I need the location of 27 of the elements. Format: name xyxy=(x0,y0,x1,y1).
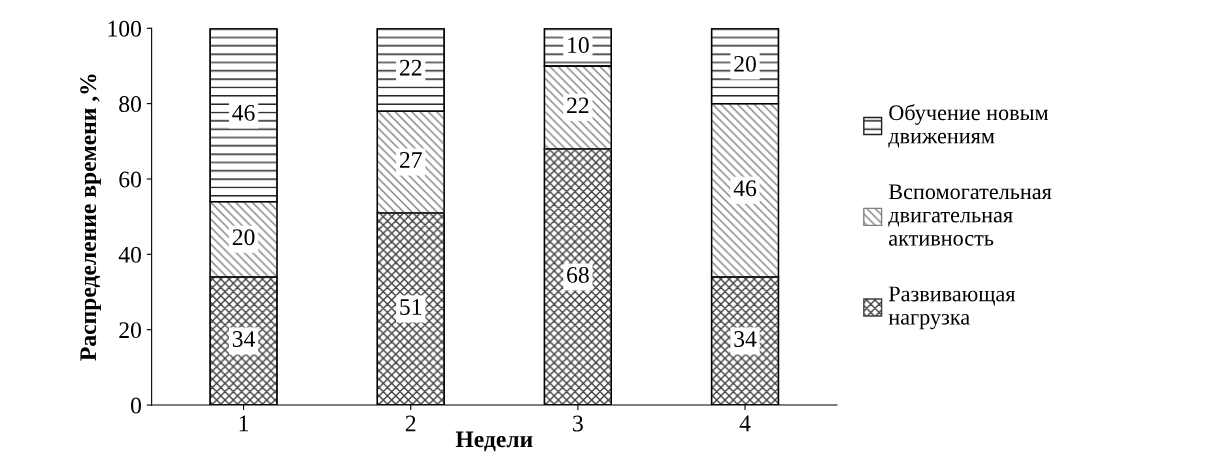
data-label: 68 xyxy=(567,266,589,283)
y-tick-label: 20 xyxy=(119,322,141,339)
legend-label: Обучение новым движениям xyxy=(888,104,1049,148)
data-label: 27 xyxy=(399,152,422,168)
legend-label: Развивающая нагрузка xyxy=(888,286,1016,330)
data-label: 51 xyxy=(400,299,422,315)
data-label: 34 xyxy=(232,331,255,347)
data-label: 22 xyxy=(567,97,589,114)
data-label: 10 xyxy=(568,37,589,54)
x-axis-title: Недели xyxy=(455,431,533,452)
data-label: 46 xyxy=(733,180,757,197)
y-tick-label: 80 xyxy=(119,96,141,113)
data-label: 22 xyxy=(399,59,422,76)
x-tick-label: 1 xyxy=(239,415,249,432)
legend-label: Вспомогательная двигательная активность xyxy=(888,184,1052,246)
data-label: 20 xyxy=(734,55,756,72)
y-tick-label: 0 xyxy=(131,397,141,414)
data-label: 20 xyxy=(232,229,255,246)
data-label: 34 xyxy=(734,331,757,347)
y-tick-label: 100 xyxy=(108,20,141,37)
y-tick-label: 40 xyxy=(118,246,141,263)
data-label: 46 xyxy=(232,104,255,121)
x-tick-label: 4 xyxy=(739,415,751,432)
y-tick-label: 60 xyxy=(119,171,141,188)
y-axis-title: Распределение времени ,% xyxy=(80,74,101,361)
x-tick-label: 3 xyxy=(573,415,583,432)
x-tick-label: 2 xyxy=(405,415,416,432)
